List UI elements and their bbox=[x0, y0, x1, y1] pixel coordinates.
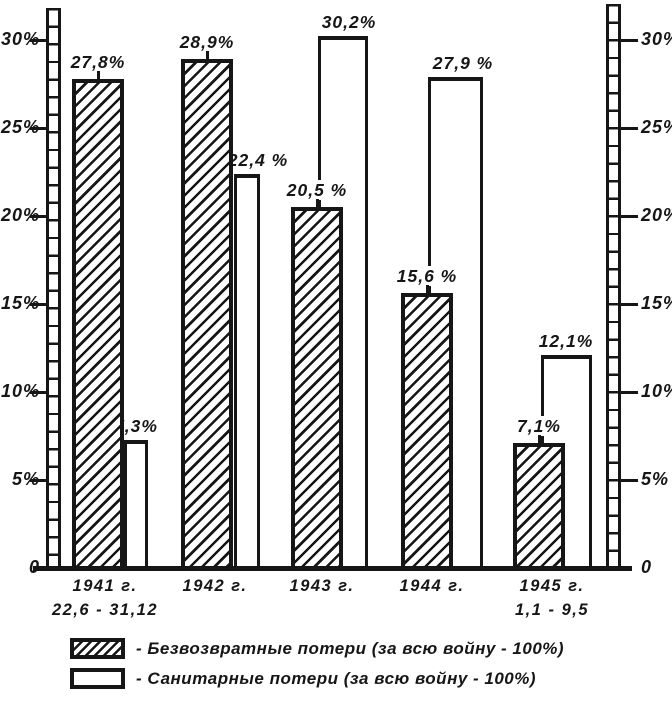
x-category-1942: 1942 г. bbox=[182, 577, 248, 595]
value-label-tick-1945 bbox=[538, 435, 541, 443]
legend-item-irrecoverable: - Безвозвратные потери (за всю войну - 1… bbox=[70, 637, 564, 660]
y-tick-mark-right-10 bbox=[620, 391, 638, 394]
y-tick-label-right-5: 5% bbox=[641, 469, 670, 489]
value-label-tick-1944 bbox=[426, 285, 429, 293]
y-axis-ladder-left bbox=[46, 8, 61, 568]
bar-sanitary-1941 bbox=[124, 440, 148, 571]
value-label-irrecoverable-1941: 27,8% bbox=[67, 52, 129, 72]
x-category-1945: 1945 г. bbox=[519, 577, 585, 595]
y-tick-mark-left-20 bbox=[30, 215, 47, 218]
value-label-tick-1942 bbox=[206, 51, 209, 59]
y-tick-mark-left-25 bbox=[30, 127, 47, 130]
y-tick-mark-left-10 bbox=[30, 391, 47, 394]
value-label-irrecoverable-1945: 7,1% bbox=[514, 416, 564, 436]
bar-irrecoverable-1944 bbox=[401, 293, 453, 571]
y-tick-label-left-15: 15% bbox=[0, 293, 40, 313]
y-tick-label-right-25: 25% bbox=[641, 117, 672, 137]
y-tick-mark-right-25 bbox=[620, 127, 638, 130]
y-tick-mark-left-30 bbox=[30, 39, 47, 42]
y-tick-label-left-25: 25% bbox=[0, 117, 40, 137]
y-tick-mark-left-15 bbox=[30, 303, 47, 306]
bar-irrecoverable-1945 bbox=[513, 443, 565, 571]
y-tick-label-right-0: 0 bbox=[641, 557, 653, 577]
value-label-irrecoverable-1942: 28,9% bbox=[176, 32, 238, 52]
bar-irrecoverable-1942 bbox=[181, 59, 233, 571]
y-tick-label-left-20: 20% bbox=[0, 205, 40, 225]
x-category-range-1945: 1,1 - 9,5 bbox=[514, 601, 590, 619]
y-tick-label-left-30: 30% bbox=[0, 29, 40, 49]
value-label-tick-1941 bbox=[97, 71, 100, 79]
value-label-sanitary-1942: 22,4 % bbox=[224, 150, 292, 170]
value-label-tick-1943 bbox=[316, 199, 319, 207]
bar-irrecoverable-1943 bbox=[291, 207, 343, 571]
y-tick-label-right-15: 15% bbox=[641, 293, 672, 313]
x-category-1941: 1941 г. bbox=[72, 577, 138, 595]
y-tick-label-left-5: 5% bbox=[11, 469, 40, 489]
y-axis-ladder-right bbox=[606, 4, 621, 568]
legend-label-sanitary: - Санитарные потери (за всю войну - 100%… bbox=[136, 668, 537, 688]
value-label-sanitary-1944: 27,9 % bbox=[429, 53, 497, 73]
legend-swatch-white bbox=[70, 668, 125, 689]
value-label-irrecoverable-1944: 15,6 % bbox=[393, 266, 461, 286]
x-category-1944: 1944 г. bbox=[399, 577, 465, 595]
y-tick-label-right-30: 30% bbox=[641, 29, 672, 49]
x-axis-line bbox=[33, 566, 632, 571]
value-label-sanitary-1943: 30,2% bbox=[318, 12, 380, 32]
legend: - Безвозвратные потери (за всю войну - 1… bbox=[70, 637, 564, 690]
value-label-sanitary-1945: 12,1% bbox=[535, 331, 597, 351]
x-category-1943: 1943 г. bbox=[289, 577, 355, 595]
y-tick-label-right-10: 10% bbox=[641, 381, 672, 401]
value-label-irrecoverable-1943: 20,5 % bbox=[283, 180, 351, 200]
y-tick-mark-left-5 bbox=[30, 479, 47, 482]
y-tick-mark-right-5 bbox=[620, 479, 638, 482]
legend-label-irrecoverable: - Безвозвратные потери (за всю войну - 1… bbox=[136, 638, 565, 658]
y-tick-mark-right-30 bbox=[620, 39, 638, 42]
legend-swatch-hatched bbox=[70, 638, 125, 659]
bar-irrecoverable-1941 bbox=[72, 79, 124, 571]
x-category-range-1941: 22,6 - 31,12 bbox=[51, 601, 159, 619]
y-tick-mark-right-15 bbox=[620, 303, 638, 306]
y-tick-mark-right-20 bbox=[620, 215, 638, 218]
legend-item-sanitary: - Санитарные потери (за всю войну - 100%… bbox=[70, 667, 564, 690]
y-tick-label-left-10: 10% bbox=[0, 381, 40, 401]
y-tick-label-right-20: 20% bbox=[641, 205, 672, 225]
bar-sanitary-1942 bbox=[234, 174, 260, 571]
